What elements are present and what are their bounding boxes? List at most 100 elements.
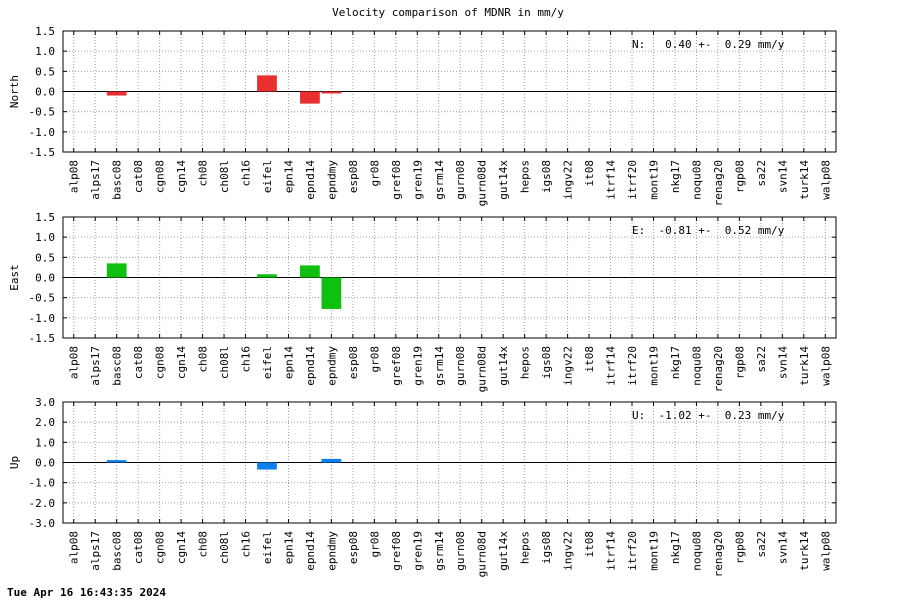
x-tick-label: igs08 [540, 531, 553, 564]
x-tick-label: ch08 [197, 160, 210, 187]
timestamp-footer: Tue Apr 16 16:43:35 2024 [7, 586, 166, 599]
bar-basc08 [106, 460, 127, 463]
x-tick-label: ingv22 [562, 160, 575, 200]
x-tick-label: alps17 [89, 531, 102, 571]
y-tick-label: 1.5 [35, 211, 55, 224]
x-tick-label: igs08 [540, 160, 553, 193]
y-tick-label: -2.0 [29, 497, 56, 510]
stats-annotation: E: -0.81 +- 0.52 mm/y [632, 224, 785, 237]
x-tick-label: turk14 [798, 346, 811, 386]
x-tick-label: gut14x [497, 346, 510, 386]
x-tick-label: gut14x [497, 160, 510, 200]
x-tick-label: cgn14 [175, 346, 188, 379]
x-tick-label: hepos [519, 346, 532, 379]
y-tick-label: -1.0 [29, 477, 56, 490]
x-tick-label: gurn08 [454, 531, 467, 571]
x-tick-label: ch16 [240, 531, 253, 558]
x-tick-label: gurn08d [476, 531, 489, 577]
bar-epndmy [321, 458, 342, 463]
x-tick-label: mont19 [647, 160, 660, 200]
x-tick-label: gurn08d [476, 160, 489, 206]
x-tick-label: gut14x [497, 531, 510, 571]
chart-title: Velocity comparison of MDNR in mm/y [332, 6, 564, 19]
y-tick-label: -1.0 [29, 312, 56, 325]
x-tick-label: nkg17 [669, 346, 682, 379]
x-tick-label: mont19 [647, 531, 660, 571]
x-tick-label: svn14 [776, 531, 789, 564]
x-tick-label: sa22 [755, 531, 768, 558]
x-tick-label: noqu08 [690, 346, 703, 386]
bar-epndmy [321, 277, 342, 309]
x-tick-label: nkg17 [669, 160, 682, 193]
x-tick-label: esp08 [347, 346, 360, 379]
y-tick-label: 0.5 [35, 251, 55, 264]
x-tick-label: basc08 [111, 346, 124, 386]
y-tick-label: -1.5 [29, 146, 56, 159]
x-tick-label: gren19 [411, 531, 424, 571]
x-tick-label: esp08 [347, 531, 360, 564]
x-tick-label: gr08 [368, 531, 381, 558]
x-tick-label: itrf14 [605, 346, 618, 386]
x-tick-label: it08 [583, 160, 596, 187]
x-tick-label: epnd14 [304, 531, 317, 571]
x-tick-label: eifel [261, 346, 274, 379]
x-tick-label: gref08 [390, 346, 403, 386]
y-axis-label: North [8, 75, 21, 108]
x-tick-label: gren19 [411, 346, 424, 386]
x-tick-label: epn14 [282, 160, 295, 193]
x-tick-label: epndmy [325, 346, 338, 386]
x-tick-label: ch08l [218, 531, 231, 564]
x-tick-label: cat08 [132, 160, 145, 193]
x-tick-label: rgp08 [733, 346, 746, 379]
x-tick-label: ch16 [240, 346, 253, 373]
x-tick-label: itrf20 [626, 346, 639, 386]
x-tick-label: epndmy [325, 160, 338, 200]
x-tick-label: gurn08 [454, 160, 467, 200]
bar-basc08 [106, 91, 127, 96]
x-tick-label: cgn08 [154, 160, 167, 193]
x-tick-label: ch08 [197, 531, 210, 558]
x-tick-label: turk14 [798, 160, 811, 200]
x-tick-label: it08 [583, 531, 596, 558]
y-tick-label: 1.0 [35, 436, 55, 449]
y-tick-label: 1.5 [35, 25, 55, 38]
x-tick-label: walp08 [819, 160, 832, 200]
x-tick-label: ch16 [240, 160, 253, 187]
panel-east: 1.5 1.0 0.5 0.0 -0.5 -1.0 -1.5 alp08 alps17 basc0… [8, 211, 837, 392]
x-tick-label: basc08 [111, 531, 124, 571]
x-tick-label: gsrm14 [433, 346, 446, 386]
y-tick-label: 0.0 [35, 457, 55, 470]
x-tick-label: eifel [261, 531, 274, 564]
x-tick-label: renag20 [712, 160, 725, 206]
x-tick-label: alp08 [68, 160, 81, 193]
x-tick-label: gr08 [368, 346, 381, 373]
x-tick-label: itrf20 [626, 531, 639, 571]
stats-annotation: N: 0.40 +- 0.29 mm/y [632, 38, 785, 51]
x-tick-label: svn14 [776, 346, 789, 379]
plot-frame [62, 30, 837, 153]
x-tick-label: gref08 [390, 531, 403, 571]
x-tick-label: hepos [519, 160, 532, 193]
x-tick-label: gsrm14 [433, 531, 446, 571]
x-tick-label: gref08 [390, 160, 403, 200]
y-tick-label: -0.5 [29, 106, 56, 119]
x-tick-label: turk14 [798, 531, 811, 571]
bar-epnd14 [300, 91, 320, 104]
x-tick-label: alps17 [89, 346, 102, 386]
plot-frame [62, 401, 837, 524]
x-tick-label: epnd14 [304, 346, 317, 386]
x-tick-label: ingv22 [562, 531, 575, 571]
x-tick-label: epn14 [282, 346, 295, 379]
x-tick-label: cgn08 [154, 346, 167, 379]
x-tick-label: cgn14 [175, 160, 188, 193]
x-tick-label: rgp08 [733, 160, 746, 193]
x-tick-label: epnd14 [304, 160, 317, 200]
x-tick-label: ingv22 [562, 346, 575, 386]
bar-eifel [257, 75, 277, 92]
x-tick-label: alps17 [89, 160, 102, 200]
y-tick-label: 3.0 [35, 396, 55, 409]
x-tick-label: it08 [583, 346, 596, 373]
x-tick-label: renag20 [712, 531, 725, 577]
x-tick-label: noqu08 [690, 531, 703, 571]
x-tick-label: cgn08 [154, 531, 167, 564]
